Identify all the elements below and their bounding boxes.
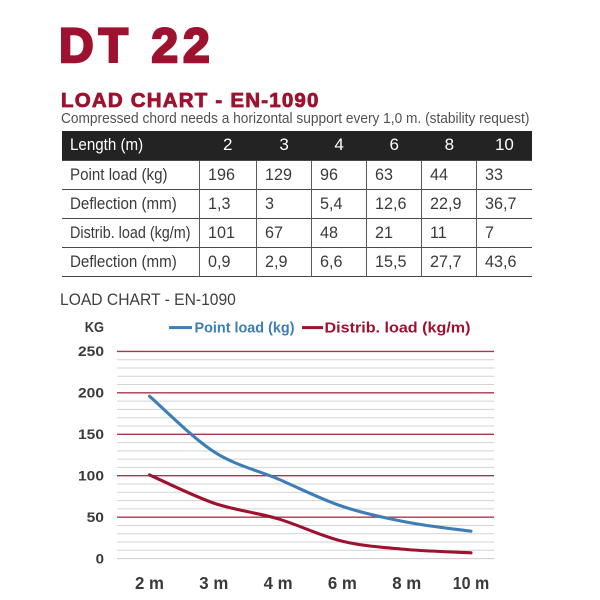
svg-text:250: 250 <box>78 344 104 359</box>
svg-text:KG: KG <box>85 319 104 336</box>
svg-text:50: 50 <box>87 510 104 525</box>
svg-text:100: 100 <box>78 468 104 483</box>
svg-text:200: 200 <box>78 386 104 401</box>
svg-text:2 m: 2 m <box>135 573 164 593</box>
svg-text:4 m: 4 m <box>264 573 293 593</box>
svg-text:3 m: 3 m <box>199 573 228 593</box>
svg-text:Point load (kg): Point load (kg) <box>195 320 295 337</box>
svg-text:Distrib. load (kg/m): Distrib. load (kg/m) <box>325 320 471 337</box>
svg-text:0: 0 <box>96 551 104 566</box>
svg-text:150: 150 <box>78 427 104 442</box>
svg-text:6 m: 6 m <box>328 573 357 593</box>
svg-text:10 m: 10 m <box>453 573 490 593</box>
svg-text:8 m: 8 m <box>392 573 421 593</box>
